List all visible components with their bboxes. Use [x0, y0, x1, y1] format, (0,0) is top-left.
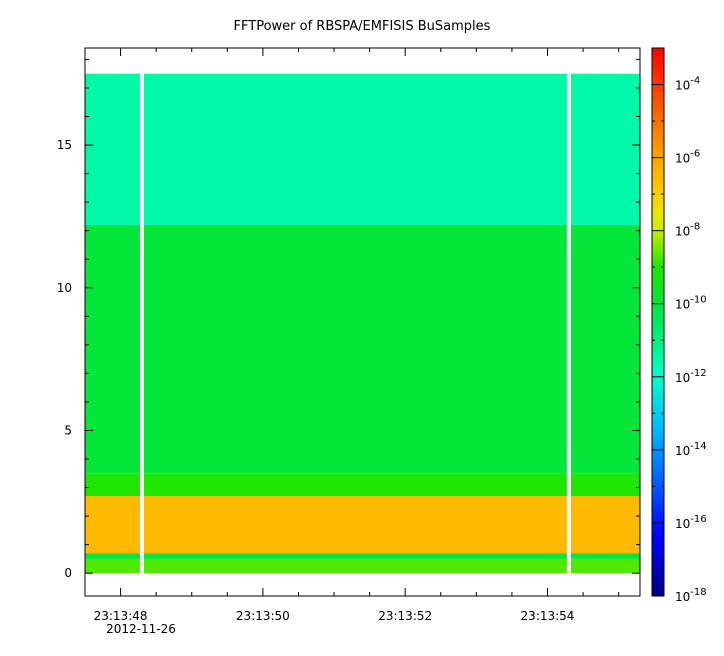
y-tick-label: 15 — [57, 138, 72, 152]
spectrogram-band — [85, 473, 640, 497]
colorbar-gradient — [651, 47, 665, 597]
colorbar-tick-label: 10-4 — [675, 76, 700, 93]
spectrogram-band — [85, 558, 640, 574]
chart-title: FFTPower of RBSPA/EMFISIS BuSamples — [234, 19, 491, 34]
x-tick-label: 23:13:50 — [236, 609, 290, 623]
y-tick-label: 0 — [64, 566, 72, 580]
colorbar-tick-label: 10-18 — [675, 587, 707, 604]
y-tick-label: 10 — [57, 281, 72, 295]
colorbar-tick-label: 10-12 — [675, 368, 707, 385]
spectrogram-band — [85, 73, 640, 225]
y-axis: 0 5 10 15 — [57, 58, 640, 580]
plot-area — [84, 47, 641, 597]
colorbar-tick-label: 10-6 — [675, 149, 700, 166]
data-gap — [139, 73, 144, 574]
spectrogram-band — [85, 496, 640, 554]
spectrogram-band — [85, 553, 640, 559]
x-tick-label: 23:13:54 — [521, 609, 575, 623]
x-tick-label: 23:13:52 — [378, 609, 432, 623]
x-axis: 23:13:48 23:13:50 23:13:52 23:13:54 — [84, 48, 620, 623]
colorbar-tick-label: 10-16 — [675, 514, 707, 531]
x-date-label: 2012-11-26 — [106, 622, 176, 636]
x-tick-label: 23:13:48 — [94, 609, 148, 623]
colorbar-tick-label: 10-10 — [675, 295, 707, 312]
y-tick-label: 5 — [64, 423, 72, 437]
data-gap — [566, 73, 571, 574]
colorbar: 10-4 10-6 10-8 10-10 10-12 10-14 10-16 10-18 — [651, 47, 707, 604]
spectrogram-band — [85, 224, 640, 474]
colorbar-tick-label: 10-8 — [675, 222, 700, 239]
colorbar-tick-label: 10-14 — [675, 441, 707, 458]
plot-frame — [84, 47, 641, 597]
